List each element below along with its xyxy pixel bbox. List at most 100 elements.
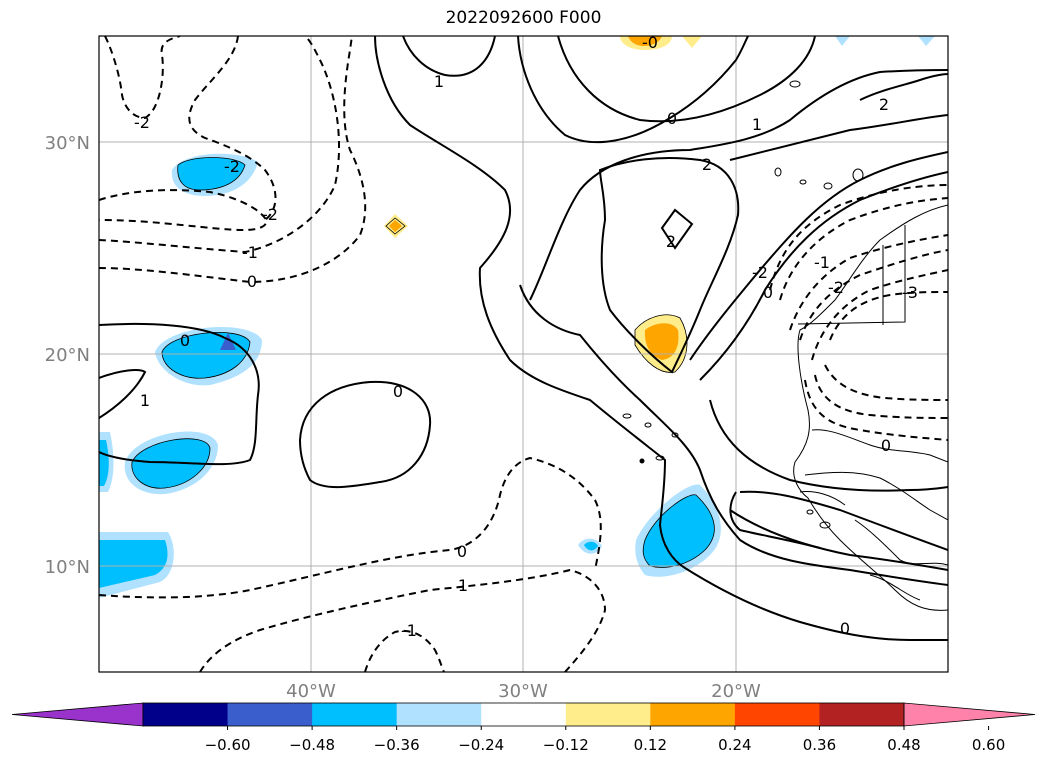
shade-sky-blue xyxy=(177,157,245,190)
contour-label: 2 xyxy=(702,155,712,174)
contour-1 xyxy=(402,36,496,77)
contour-label: 0 xyxy=(881,436,891,455)
contour-label: -2 xyxy=(828,278,844,297)
contour-0 xyxy=(739,490,948,551)
lat-label: 30°N xyxy=(45,133,90,154)
contours-solid xyxy=(99,36,948,641)
contour-label: -3 xyxy=(902,283,918,302)
map-frame xyxy=(98,35,949,673)
contour-label: 0 xyxy=(667,109,677,128)
colorbar-segment xyxy=(396,703,482,726)
colorbar-segment xyxy=(650,703,736,726)
contour-2 xyxy=(598,157,740,374)
colorbar-segment xyxy=(819,703,905,726)
contour-label: 0 xyxy=(180,331,190,350)
colorbar-tick-label: 0.36 xyxy=(803,736,836,754)
colorbar-segment xyxy=(481,703,567,726)
contour-0 xyxy=(769,184,948,291)
contour-neg1 xyxy=(789,234,948,331)
contour-label: 0 xyxy=(457,542,467,561)
chart-title: 2022092600 F000 xyxy=(445,8,602,28)
contours-dashed xyxy=(99,36,948,672)
lat-label: 20°N xyxy=(45,345,90,366)
contour-label: 1 xyxy=(752,115,762,134)
contour-label: 1 xyxy=(140,391,150,410)
contour-0 xyxy=(729,491,821,549)
contour-label: 1 xyxy=(434,72,444,91)
colorbar-segment xyxy=(227,703,313,726)
map-area: -2 -2 -1 0 1 -0 0 1 2 -2 2 2 0 0 1 0 1 0… xyxy=(99,33,948,672)
contour-neg2 xyxy=(824,364,948,401)
contour-0 xyxy=(298,380,432,489)
colorbar-extend-high xyxy=(903,702,1036,727)
contour-label: -0 xyxy=(642,33,658,52)
colorbar-tick-label: −0.48 xyxy=(289,736,335,754)
lon-label: 20°W xyxy=(711,681,761,702)
contour-label: -2 xyxy=(134,113,150,132)
colorbar-segment xyxy=(734,703,820,726)
shade-orange xyxy=(389,220,402,232)
colorbar-extend-low xyxy=(11,702,144,727)
colorbar-tick-label: 0.60 xyxy=(972,736,1005,754)
colorbar-tick-label: 0.24 xyxy=(718,736,751,754)
contour-label: 2 xyxy=(666,232,676,251)
shade-orange xyxy=(628,36,662,46)
contour-2 xyxy=(660,208,694,250)
contour-neg2 xyxy=(364,630,445,672)
shade-sky-blue xyxy=(99,440,109,486)
lon-label: 40°W xyxy=(286,681,336,702)
contour-0 xyxy=(689,151,948,361)
contour-neg2 xyxy=(99,189,268,232)
colorbar-segment xyxy=(143,703,229,726)
contour-1 xyxy=(699,171,948,381)
colorbar-tick-label: −0.12 xyxy=(543,736,589,754)
contour-neg2 xyxy=(814,374,948,419)
shade-royal-blue xyxy=(220,333,236,350)
contour-neg1 xyxy=(99,36,340,254)
contour-label: -1 xyxy=(242,243,258,262)
contour-neg3 xyxy=(829,291,948,341)
contour-1 xyxy=(99,369,147,419)
shade-light-yellow xyxy=(682,36,702,48)
contour-1 xyxy=(557,36,816,123)
lon-axis: 40°W 30°W 20°W xyxy=(286,681,761,702)
contour-neg2 xyxy=(799,249,948,341)
contour-label: -1 xyxy=(814,253,830,272)
shade-outlines xyxy=(131,157,715,568)
contour-1 xyxy=(729,114,948,161)
colorbar-frame xyxy=(142,702,905,727)
shade-sky-blue xyxy=(643,494,715,568)
contour-neg2 xyxy=(811,269,948,361)
contour-0 xyxy=(517,36,749,144)
contour-neg2 xyxy=(188,36,277,221)
contour-neg1 xyxy=(779,197,948,301)
contour-label: 0 xyxy=(840,619,850,638)
contour-0 xyxy=(99,322,260,466)
contour-label: -2 xyxy=(752,263,768,282)
contour-neg2 xyxy=(104,36,181,120)
lat-axis: 30°N 20°N 10°N xyxy=(45,133,90,578)
shade-sky-blue xyxy=(584,541,598,551)
shaded-regions xyxy=(99,36,935,598)
contour-2 xyxy=(859,73,948,101)
contour-0 xyxy=(99,36,367,284)
colorbar-segment xyxy=(312,703,398,726)
colorbar: −0.60 −0.48 −0.36 −0.24 −0.12 0.12 0.24 0.36 0.4… xyxy=(11,702,1036,754)
contour-label: 2 xyxy=(879,95,889,114)
contour-neg1 xyxy=(199,568,607,672)
lon-label: 30°W xyxy=(498,681,548,702)
contour-label: -2 xyxy=(262,205,278,224)
shade-sky-blue xyxy=(99,540,168,588)
contour-label: 0 xyxy=(763,283,773,302)
contour-label: 0 xyxy=(247,272,257,291)
shade-orange xyxy=(644,323,679,360)
contour-label: -2 xyxy=(224,157,240,176)
shade-light-blue xyxy=(918,36,935,46)
contour-label: 1 xyxy=(458,576,468,595)
colorbar-tick-label: −0.60 xyxy=(205,736,251,754)
contour-1 xyxy=(529,69,948,301)
contour-label-group: -2 -2 -1 0 1 -0 0 1 2 -2 2 2 0 0 1 0 1 0… xyxy=(134,33,918,640)
colorbar-tick-label: −0.24 xyxy=(458,736,504,754)
contour-label: 0 xyxy=(393,382,403,401)
